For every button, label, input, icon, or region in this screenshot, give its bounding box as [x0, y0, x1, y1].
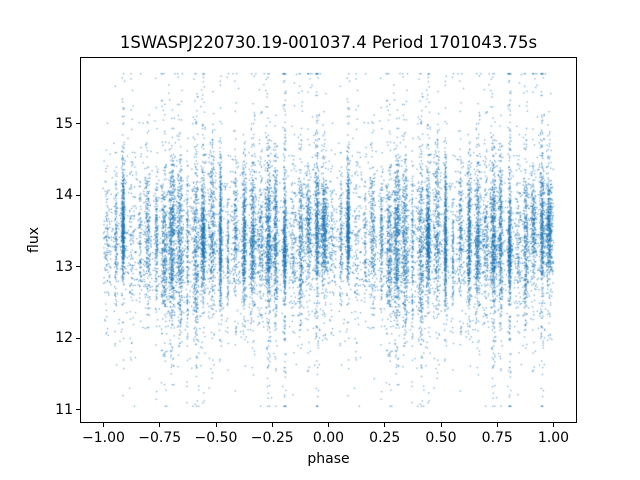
y-tick-mark: [76, 409, 80, 411]
axes-area: [80, 57, 577, 423]
x-tick-mark: [384, 423, 386, 427]
y-tick-mark: [76, 194, 80, 196]
y-axis-label: flux: [26, 227, 42, 253]
x-tick-mark: [328, 423, 329, 427]
x-tick-mark: [271, 423, 273, 427]
x-tick-mark: [496, 423, 498, 427]
x-tick-label: 0.75: [481, 430, 513, 446]
x-tick-label: 0.00: [312, 430, 345, 446]
y-tick-label: 12: [55, 330, 73, 347]
scatter-canvas: [81, 58, 576, 422]
x-tick-label: −1.00: [82, 430, 125, 446]
y-tick-mark: [76, 337, 80, 339]
y-tick-mark: [76, 266, 80, 268]
x-tick-label: 0.50: [425, 430, 457, 446]
x-tick-label: −0.50: [194, 430, 238, 446]
x-tick-mark: [440, 423, 442, 427]
x-tick-mark: [103, 423, 104, 427]
y-tick-label: 13: [55, 258, 73, 275]
x-tick-mark: [159, 423, 161, 427]
x-tick-label: −0.75: [138, 430, 182, 446]
plot-title: 1SWASPJ220730.19-001037.4 Period 1701043…: [119, 33, 538, 52]
x-tick-label: 0.25: [369, 430, 401, 446]
y-tick-label: 15: [55, 115, 73, 132]
x-tick-label: 1.00: [537, 430, 570, 446]
y-tick-label: 14: [55, 187, 73, 204]
y-tick-mark: [76, 123, 80, 125]
x-tick-mark: [215, 423, 217, 427]
x-tick-mark: [553, 423, 554, 427]
y-tick-label: 11: [55, 401, 73, 418]
x-tick-label: −0.25: [250, 430, 294, 446]
x-axis-label: phase: [307, 451, 350, 467]
